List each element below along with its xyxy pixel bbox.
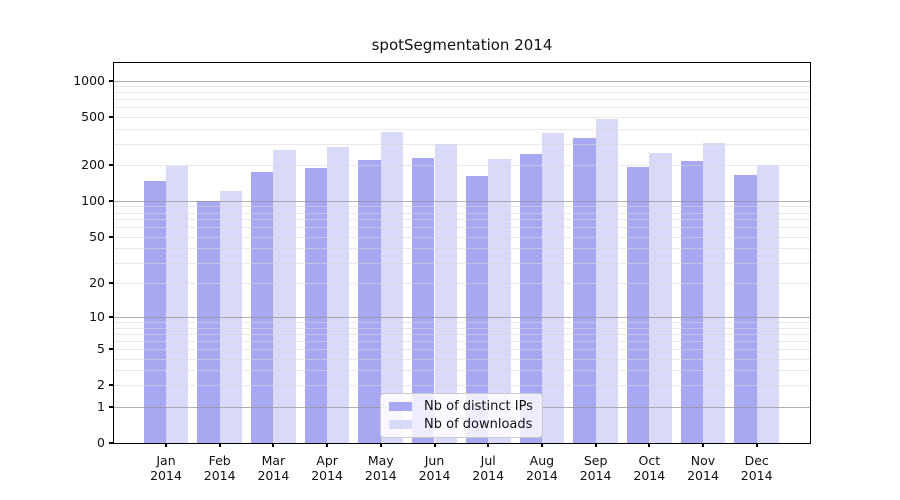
- legend: Nb of distinct IPs Nb of downloads: [380, 393, 543, 438]
- y-tick-mark: [109, 384, 113, 387]
- bar-downloads: [166, 165, 189, 443]
- bar-distinct-ips: [251, 171, 274, 443]
- minor-gridline: [114, 92, 810, 94]
- y-tick-label: 5: [97, 341, 105, 357]
- minor-gridline: [114, 86, 810, 88]
- y-tick-label: 500: [81, 108, 105, 124]
- bar-downloads: [703, 143, 726, 443]
- legend-item-downloads: Nb of downloads: [387, 416, 536, 435]
- y-tick-label: 10: [89, 309, 105, 325]
- bar-distinct-ips: [734, 174, 757, 443]
- y-tick-label: 2: [97, 377, 105, 393]
- y-tick-label: 50: [89, 228, 105, 244]
- x-tick-mark: [272, 443, 275, 447]
- bar-downloads: [219, 191, 243, 443]
- x-tick-label: Jun 2014: [418, 453, 451, 483]
- x-tick-mark: [755, 443, 758, 447]
- y-tick-mark: [109, 199, 113, 202]
- y-tick-label: 100: [81, 192, 105, 208]
- x-tick-label: May 2014: [364, 453, 397, 483]
- x-tick-mark: [379, 443, 382, 447]
- legend-label-distinct-ips: Nb of distinct IPs: [424, 398, 533, 414]
- minor-gridline: [114, 116, 810, 118]
- x-tick-mark: [433, 443, 436, 447]
- chart-title: spotSegmentation 2014: [371, 36, 553, 54]
- legend-swatch-distinct-ips: [389, 401, 412, 411]
- x-tick-label: Aug 2014: [525, 453, 558, 483]
- bar-downloads: [327, 147, 350, 443]
- bar-distinct-ips: [626, 166, 650, 443]
- x-tick-mark: [487, 443, 490, 447]
- x-tick-label: Dec 2014: [740, 453, 773, 483]
- legend-swatch-downloads: [389, 420, 412, 430]
- bar-distinct-ips: [465, 176, 489, 443]
- y-tick-label: 1: [97, 398, 105, 414]
- bar-distinct-ips: [358, 159, 381, 443]
- x-tick-label: Sep 2014: [579, 453, 612, 483]
- bar-distinct-ips: [412, 157, 435, 443]
- y-tick-mark: [109, 348, 113, 351]
- bar-distinct-ips: [573, 138, 596, 443]
- x-tick-mark: [326, 443, 329, 447]
- bar-downloads: [488, 158, 511, 443]
- y-tick-mark: [109, 442, 113, 444]
- bar-distinct-ips: [304, 167, 328, 443]
- legend-item-distinct-ips: Nb of distinct IPs: [387, 397, 536, 416]
- y-tick-mark: [109, 235, 113, 238]
- minor-gridline: [114, 107, 810, 109]
- y-tick-mark: [109, 163, 113, 166]
- bar-downloads: [380, 131, 404, 443]
- bar-downloads: [273, 150, 296, 443]
- y-tick-label: 200: [81, 156, 105, 172]
- x-tick-label: Jul 2014: [472, 453, 505, 483]
- y-tick-label: 0: [97, 435, 105, 450]
- y-tick-label: 1000: [73, 72, 105, 88]
- x-tick-mark: [540, 443, 543, 447]
- x-tick-label: Apr 2014: [311, 453, 343, 483]
- y-tick-label: 20: [89, 275, 105, 291]
- x-tick-mark: [165, 443, 167, 447]
- bar-downloads: [595, 118, 618, 443]
- y-tick-mark: [109, 79, 113, 82]
- x-tick-mark: [702, 443, 704, 447]
- bar-distinct-ips: [680, 161, 703, 443]
- x-tick-label: Nov 2014: [687, 453, 719, 483]
- x-tick-mark: [218, 443, 221, 447]
- plot-area: [113, 62, 811, 444]
- x-tick-label: Oct 2014: [633, 453, 666, 483]
- major-gridline: [114, 80, 810, 82]
- bar-downloads: [649, 152, 672, 443]
- x-tick-mark: [594, 443, 597, 447]
- bar-distinct-ips: [197, 200, 220, 443]
- minor-gridline: [114, 128, 810, 130]
- bar-downloads: [434, 143, 457, 443]
- y-tick-mark: [109, 316, 113, 319]
- bar-distinct-ips: [143, 180, 166, 443]
- minor-gridline: [114, 99, 810, 101]
- y-tick-mark: [109, 405, 113, 408]
- x-tick-label: Mar 2014: [257, 453, 290, 483]
- bar-downloads: [756, 165, 780, 443]
- y-tick-mark: [109, 282, 113, 285]
- x-tick-mark: [648, 443, 651, 447]
- x-tick-label: Jan 2014: [150, 453, 182, 483]
- x-tick-label: Feb 2014: [203, 453, 236, 483]
- y-tick-mark: [109, 115, 113, 118]
- bar-downloads: [541, 133, 565, 443]
- legend-label-downloads: Nb of downloads: [424, 417, 533, 433]
